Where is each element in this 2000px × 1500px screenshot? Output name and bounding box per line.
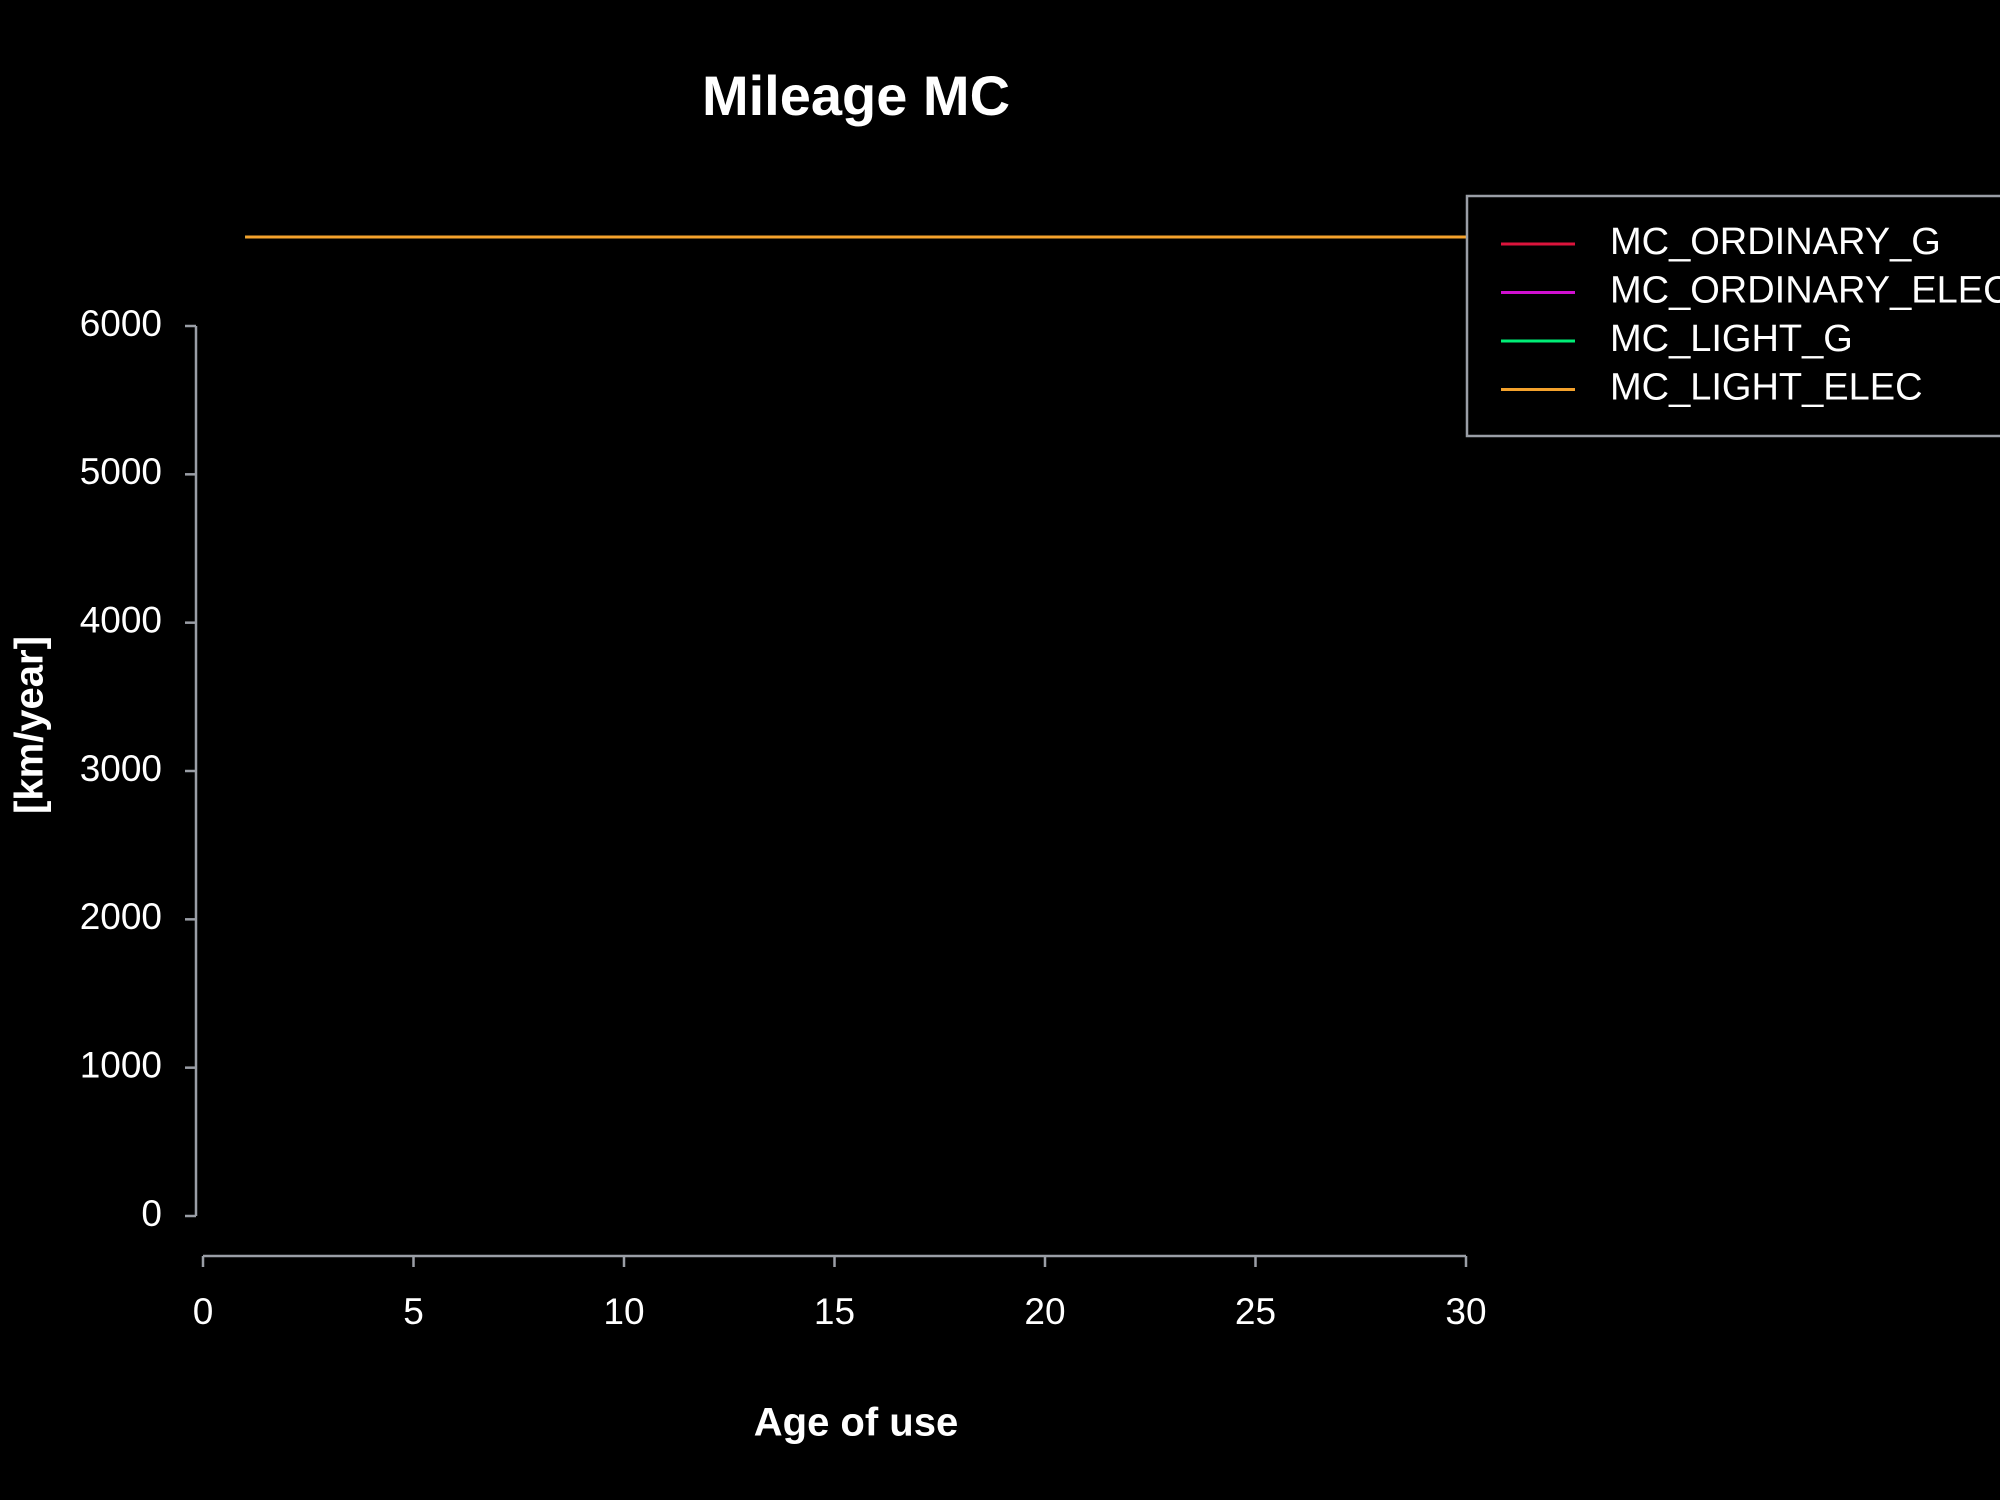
y-tick-label: 4000 — [80, 599, 162, 640]
legend-box — [1465, 194, 2000, 438]
chart-title: Mileage MC — [702, 64, 1010, 127]
x-tick-label: 0 — [193, 1291, 214, 1332]
y-tick-label: 0 — [141, 1193, 162, 1234]
y-tick-label: 5000 — [80, 451, 162, 492]
y-tick-label: 1000 — [80, 1044, 162, 1085]
x-tick-label: 25 — [1235, 1291, 1276, 1332]
y-tick-label: 6000 — [80, 303, 162, 344]
y-tick-label: 3000 — [80, 748, 162, 789]
x-tick-label: 10 — [603, 1291, 644, 1332]
x-axis-label: Age of use — [754, 1401, 958, 1445]
y-tick-label: 2000 — [80, 896, 162, 937]
legend-label: MC_LIGHT_G — [1610, 318, 1853, 360]
legend-label: MC_ORDINARY_G — [1610, 221, 1941, 263]
legend-label: MC_LIGHT_ELEC — [1610, 367, 1923, 409]
y-axis-label: [km/year] — [8, 636, 52, 814]
x-tick-label: 30 — [1445, 1291, 1486, 1332]
x-tick-label: 15 — [814, 1291, 855, 1332]
legend-label: MC_ORDINARY_ELEC — [1610, 270, 2000, 312]
x-tick-label: 20 — [1024, 1291, 1065, 1332]
x-tick-label: 5 — [403, 1291, 424, 1332]
